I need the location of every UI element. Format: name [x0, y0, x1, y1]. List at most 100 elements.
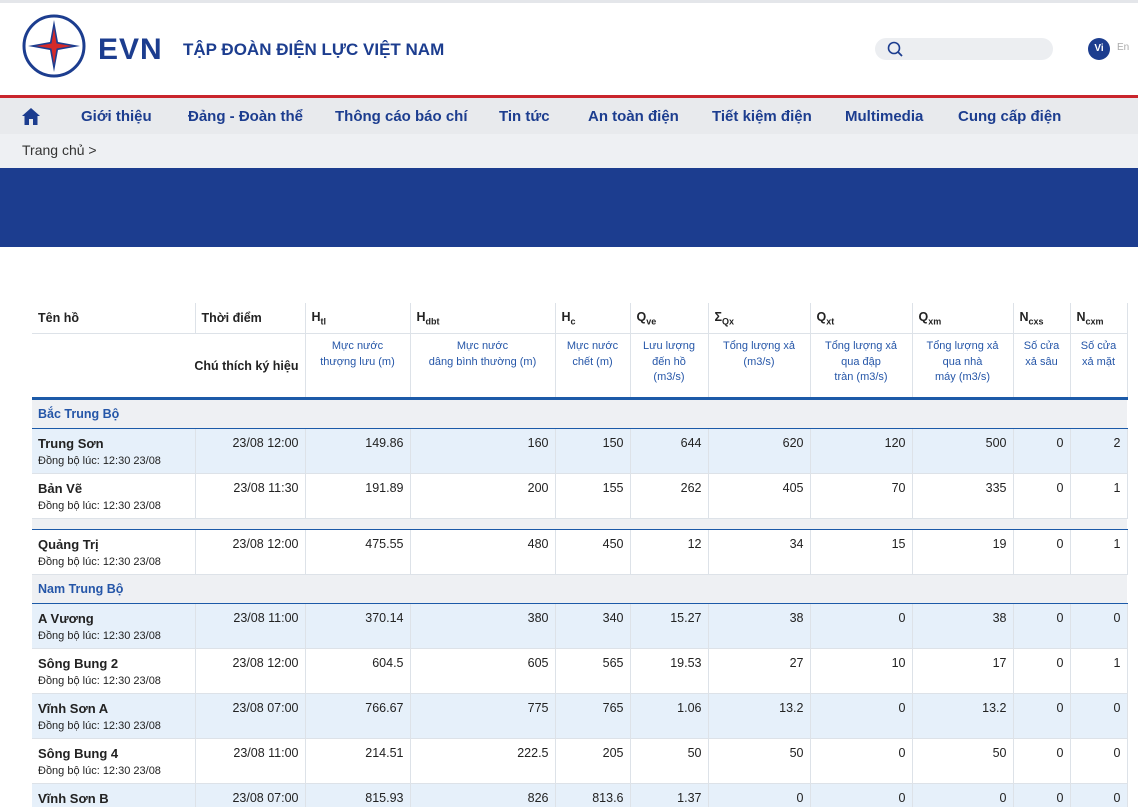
symbol-sub: ve — [646, 316, 657, 327]
symbol: N — [1019, 309, 1029, 324]
value-cell: 0 — [1013, 603, 1071, 649]
value-cell: 13.2 — [912, 693, 1014, 739]
value-cell: 605 — [410, 648, 556, 694]
value-cell: 200 — [410, 473, 556, 519]
description-line: xả mặt — [1081, 355, 1115, 368]
description-line: (m3/s) — [743, 355, 775, 368]
value-cell: 0 — [1070, 693, 1128, 739]
value-cell: 0 — [810, 738, 913, 784]
logo[interactable] — [22, 14, 86, 78]
description-line: máy (m3/s) — [935, 371, 990, 383]
value-cell: 644 — [630, 428, 709, 474]
value-cell: 480 — [410, 529, 556, 575]
value-cell: 826 — [410, 783, 556, 807]
value-cell: 0 — [810, 603, 913, 649]
value-cell: 450 — [555, 529, 631, 575]
value-cell: 0 — [1070, 738, 1128, 784]
sync-time: Đồng bộ lúc: 12:30 23/08 — [38, 556, 161, 568]
nav-item[interactable]: Đảng - Đoàn thể — [188, 108, 303, 125]
value-cell: 19 — [912, 529, 1014, 575]
value-cell: 34 — [708, 529, 811, 575]
nav-bar: Giới thiệu Đảng - Đoàn thể Thông cáo báo… — [0, 95, 1138, 134]
header-row: Tên hồ Thời điểm Htl Hdbt Hc Qve ΣQx Qxt Qxm Ncxs… — [32, 303, 1128, 334]
value-cell: 15 — [810, 529, 913, 575]
sync-time: Đồng bộ lúc: 12:30 23/08 — [38, 455, 161, 467]
symbol: N — [1076, 309, 1086, 324]
value-cell: 0 — [1013, 648, 1071, 694]
value-cell: 13.2 — [708, 693, 811, 739]
nav-item[interactable]: Tiết kiệm điện — [712, 108, 812, 125]
nav-item[interactable]: Thông cáo báo chí — [335, 108, 468, 125]
name-cell: Sông Bung 4 Đồng bộ lúc: 12:30 23/08 — [32, 738, 196, 784]
value-cell: 565 — [555, 648, 631, 694]
value-cell: 0 — [1070, 783, 1128, 807]
description-line: Tổng lượng xả — [926, 340, 999, 352]
column-header: Hc — [555, 303, 631, 334]
description-line: dâng bình thường (m) — [428, 355, 537, 368]
data-row: Vĩnh Sơn BĐồng bộ lúc: 12:30 23/0823/08 … — [32, 783, 1128, 807]
reservoir-name: Trung Sơn — [38, 436, 104, 451]
column-description: Tổng lượng xả qua nhà máy (m3/s) — [912, 333, 1014, 400]
symbol: Q — [816, 309, 827, 324]
name-cell: Quảng Trị Đồng bộ lúc: 12:30 23/08 — [32, 529, 196, 575]
sync-time: Đồng bộ lúc: 12:30 23/08 — [38, 720, 161, 732]
nav-item[interactable]: Giới thiệu — [81, 108, 152, 125]
value-cell: 775 — [410, 693, 556, 739]
breadcrumb[interactable]: Trang chủ > — [22, 142, 97, 158]
symbol: Q — [636, 309, 647, 324]
value-cell: 335 — [912, 473, 1014, 519]
value-cell: 0 — [1013, 473, 1071, 519]
description-line: tràn (m3/s) — [834, 371, 888, 383]
symbol-sub: c — [570, 316, 576, 327]
column-header: Ncxs — [1013, 303, 1071, 334]
symbol: H — [311, 309, 321, 324]
description-line: qua đập — [841, 355, 881, 368]
column-description: Tổng lượng xả (m3/s) — [708, 333, 811, 400]
value-cell: 27 — [708, 648, 811, 694]
reservoir-table: Tên hồ Thời điểm Htl Hdbt Hc Qve ΣQx Qxt Qxm Ncxs… — [32, 303, 1128, 807]
lang-en[interactable]: En — [1117, 42, 1130, 53]
value-cell: 1 — [1070, 529, 1128, 575]
group-row: Bắc Trung Bộ — [32, 398, 1127, 429]
value-cell: 262 — [630, 473, 709, 519]
data-row: Quảng Trị Đồng bộ lúc: 12:30 23/08 23/08 1… — [32, 529, 1128, 575]
nav-item[interactable]: An toàn điện — [588, 108, 679, 125]
value-cell: 17 — [912, 648, 1014, 694]
value-cell: 149.86 — [305, 428, 411, 474]
sync-time: Đồng bộ lúc: 12:30 23/08 — [38, 765, 161, 777]
value-cell: 0 — [1013, 693, 1071, 739]
data-row: Sông Bung 2 Đồng bộ lúc: 12:30 23/08 23/08… — [32, 648, 1128, 694]
logo-text[interactable]: EVN — [98, 33, 163, 66]
symbol-sub: xm — [928, 316, 942, 327]
nav-item[interactable]: Tin tức — [499, 108, 550, 125]
value-cell: 38 — [708, 603, 811, 649]
group-title: Bắc Trung Bộ — [32, 398, 1127, 429]
nav-item[interactable]: Multimedia — [845, 108, 924, 125]
reservoir-name: Quảng Trị — [38, 537, 99, 552]
data-row: Vĩnh Sơn A Đồng bộ lúc: 12:30 23/08 23/08 … — [32, 693, 1128, 739]
description-line: Mực nước — [331, 340, 384, 352]
search-box[interactable] — [875, 38, 1053, 60]
sync-time: Đồng bộ lúc: 12:30 23/08 — [38, 500, 161, 512]
lang-vi[interactable]: Vi — [1088, 38, 1110, 60]
legend-row: Chú thích ký hiệu Mực nước thượng lưu (m) M… — [32, 333, 1128, 400]
value-cell: 405 — [708, 473, 811, 519]
org-name[interactable]: TẬP ĐOÀN ĐIỆN LỰC VIỆT NAM — [183, 40, 445, 59]
home-icon[interactable] — [22, 108, 40, 125]
value-cell: 813.6 — [555, 783, 631, 807]
reservoir-name: Bản Vẽ — [38, 481, 83, 496]
symbol-sub: dbt — [425, 316, 440, 327]
value-cell: 50 — [630, 738, 709, 784]
symbol: Q — [918, 309, 929, 324]
nav-item[interactable]: Cung cấp điện — [958, 108, 1062, 125]
value-cell: 214.51 — [305, 738, 411, 784]
value-cell: 205 — [555, 738, 631, 784]
time-cell: 23/08 07:00 — [195, 783, 306, 807]
column-description: Lưu lượng đến hồ (m3/s) — [630, 333, 709, 400]
value-cell: 222.5 — [410, 738, 556, 784]
value-cell: 120 — [810, 428, 913, 474]
value-cell: 340 — [555, 603, 631, 649]
value-cell: 0 — [708, 783, 811, 807]
value-cell: 70 — [810, 473, 913, 519]
